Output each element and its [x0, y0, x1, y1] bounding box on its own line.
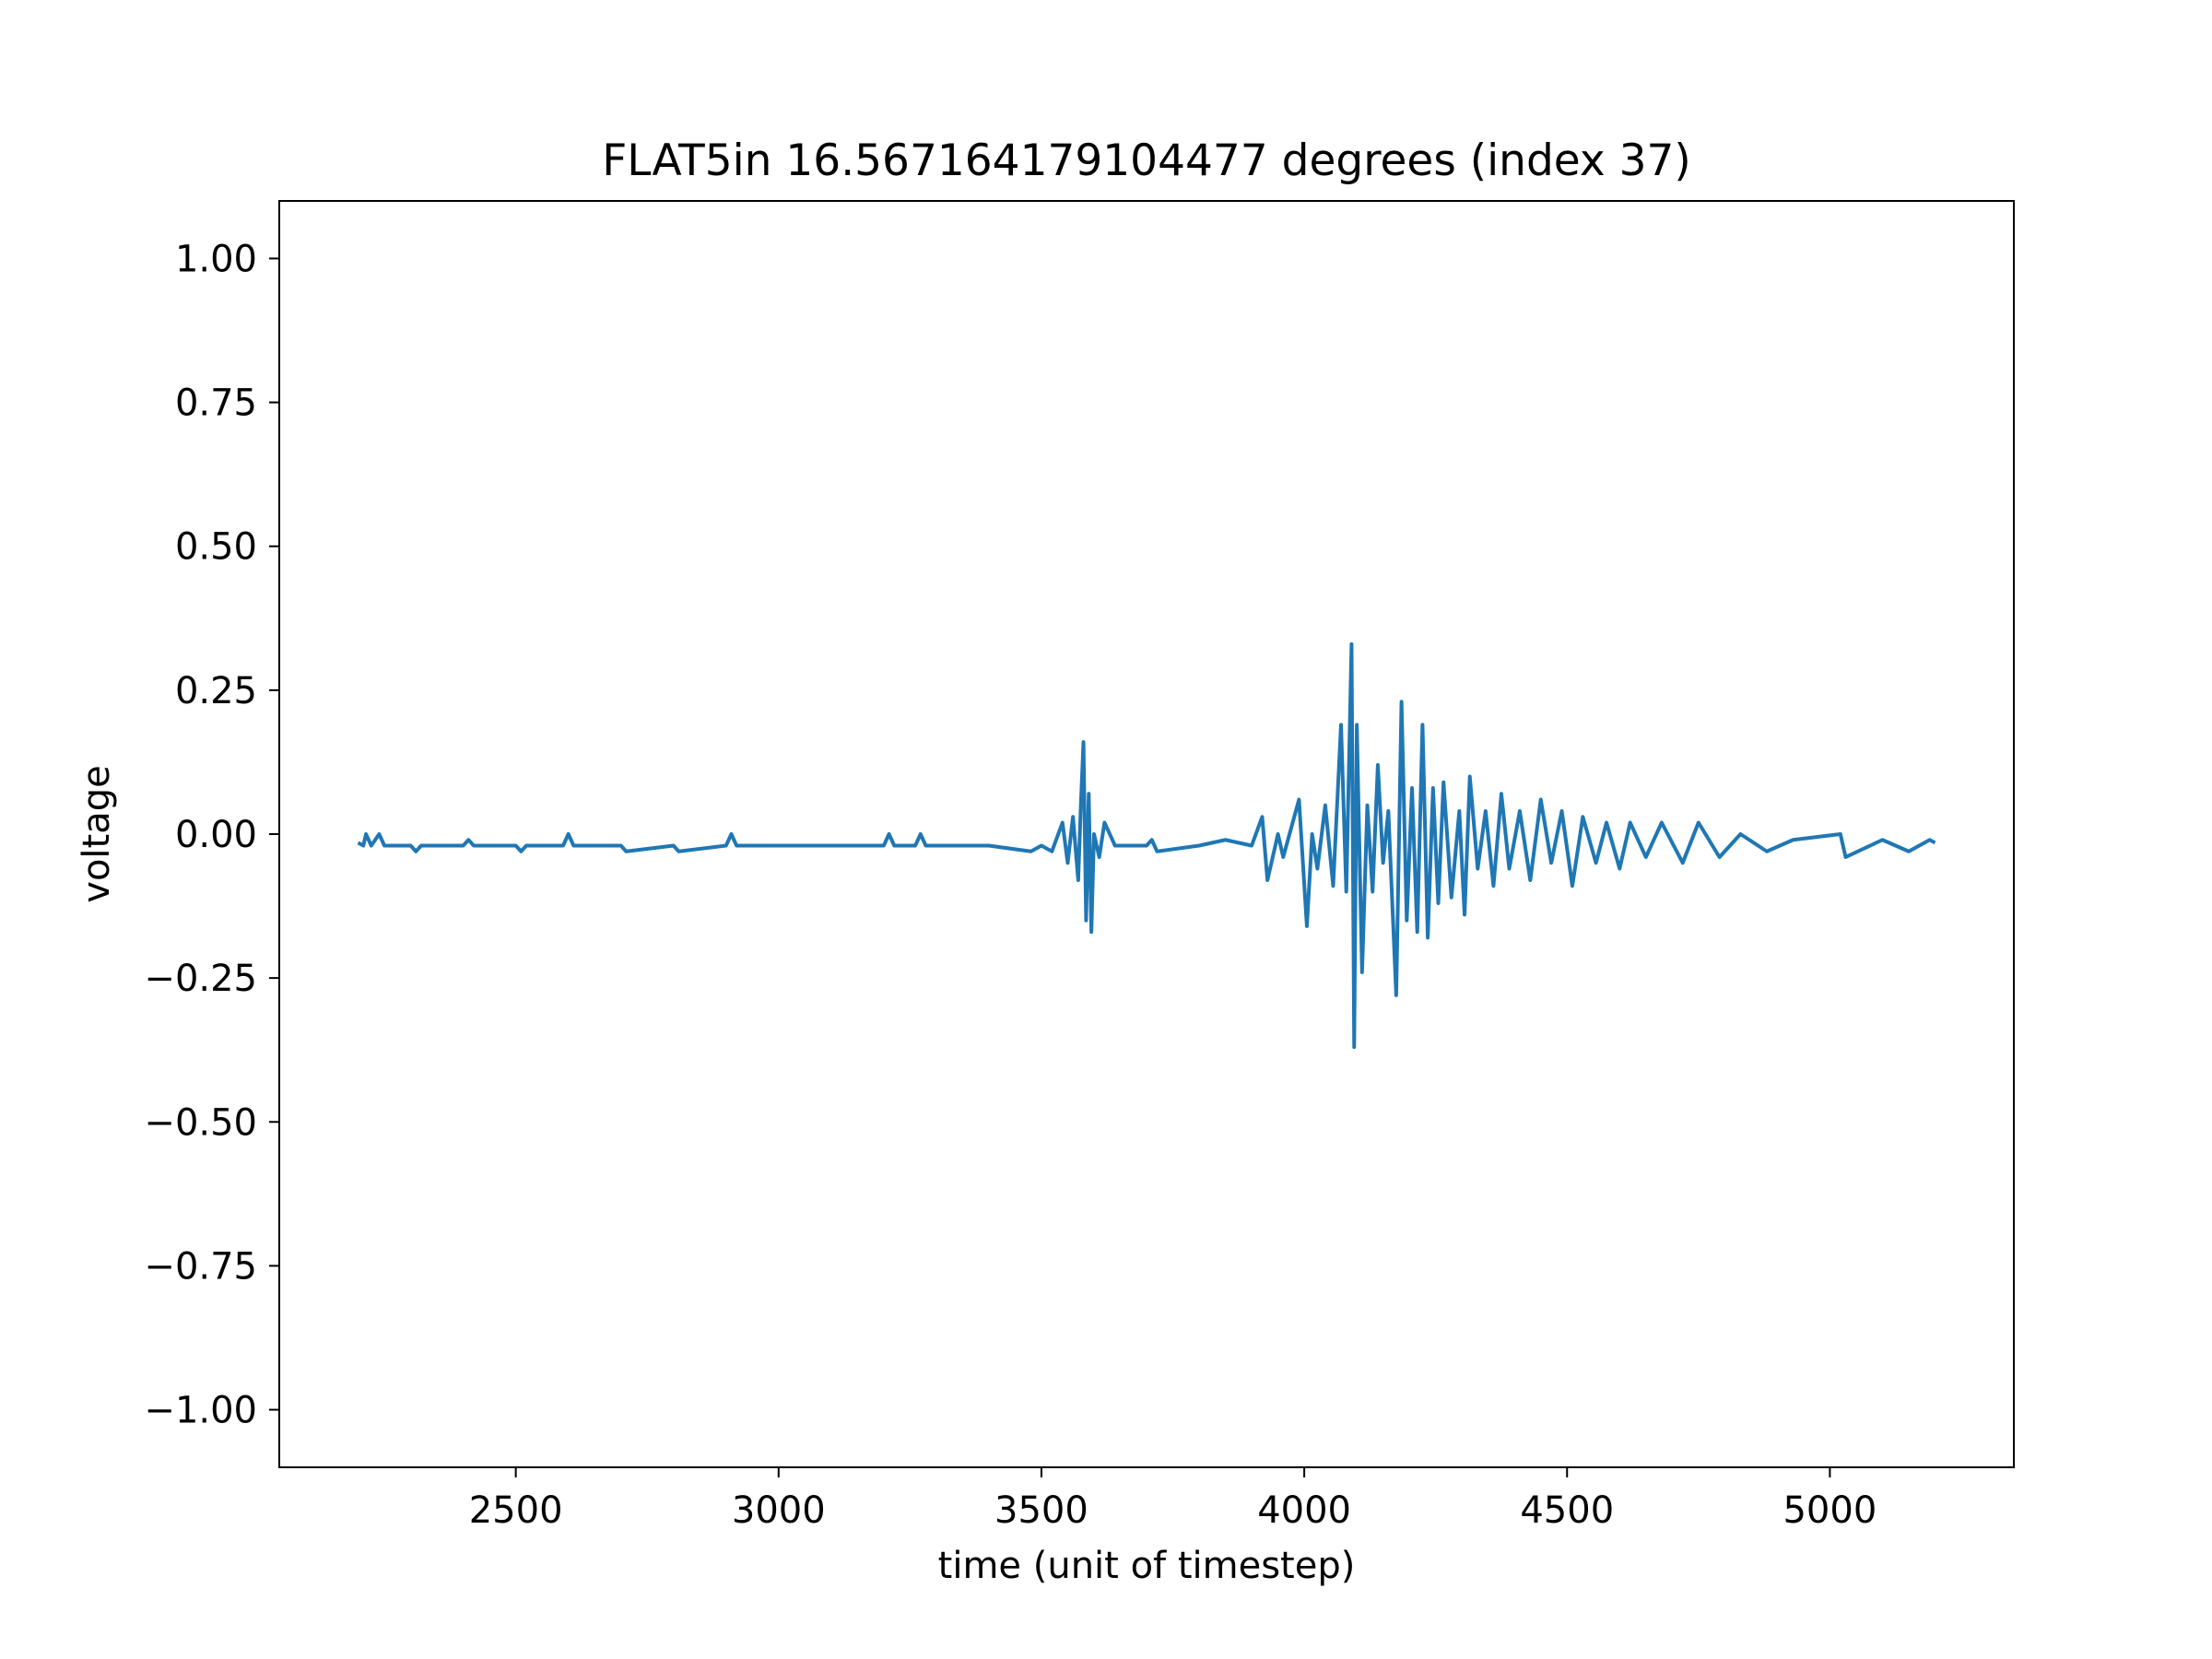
y-tick-label: −0.75: [144, 1245, 257, 1288]
y-tick-label: 0.50: [175, 526, 257, 569]
chart-title: FLAT5in 16.567164179104477 degrees (inde…: [602, 135, 1691, 186]
x-tick-label: 3500: [994, 1489, 1088, 1532]
y-tick-label: −1.00: [144, 1390, 257, 1432]
y-tick-label: 1.00: [175, 238, 257, 280]
x-tick-label: 3000: [732, 1489, 826, 1532]
x-tick-label: 2500: [469, 1489, 563, 1532]
y-tick-label: 0.00: [175, 814, 257, 856]
data-line: [357, 641, 1936, 1050]
axes-frame: [278, 200, 2015, 1468]
y-axis-label: voltage: [76, 765, 118, 902]
x-axis-label: time (unit of timestep): [938, 1545, 1356, 1587]
x-tick-label: 4500: [1520, 1489, 1614, 1532]
x-tick-label: 5000: [1783, 1489, 1877, 1532]
y-tick-label: −0.50: [144, 1101, 257, 1144]
y-tick-label: −0.25: [144, 958, 257, 1000]
y-tick-label: 0.25: [175, 670, 257, 712]
x-tick-label: 4000: [1257, 1489, 1351, 1532]
y-tick-label: 0.75: [175, 382, 257, 425]
plot-area: 2500 3000 3500 4000 4500 5000 −1.00 −0.75 −0.50 −…: [144, 238, 1936, 1532]
